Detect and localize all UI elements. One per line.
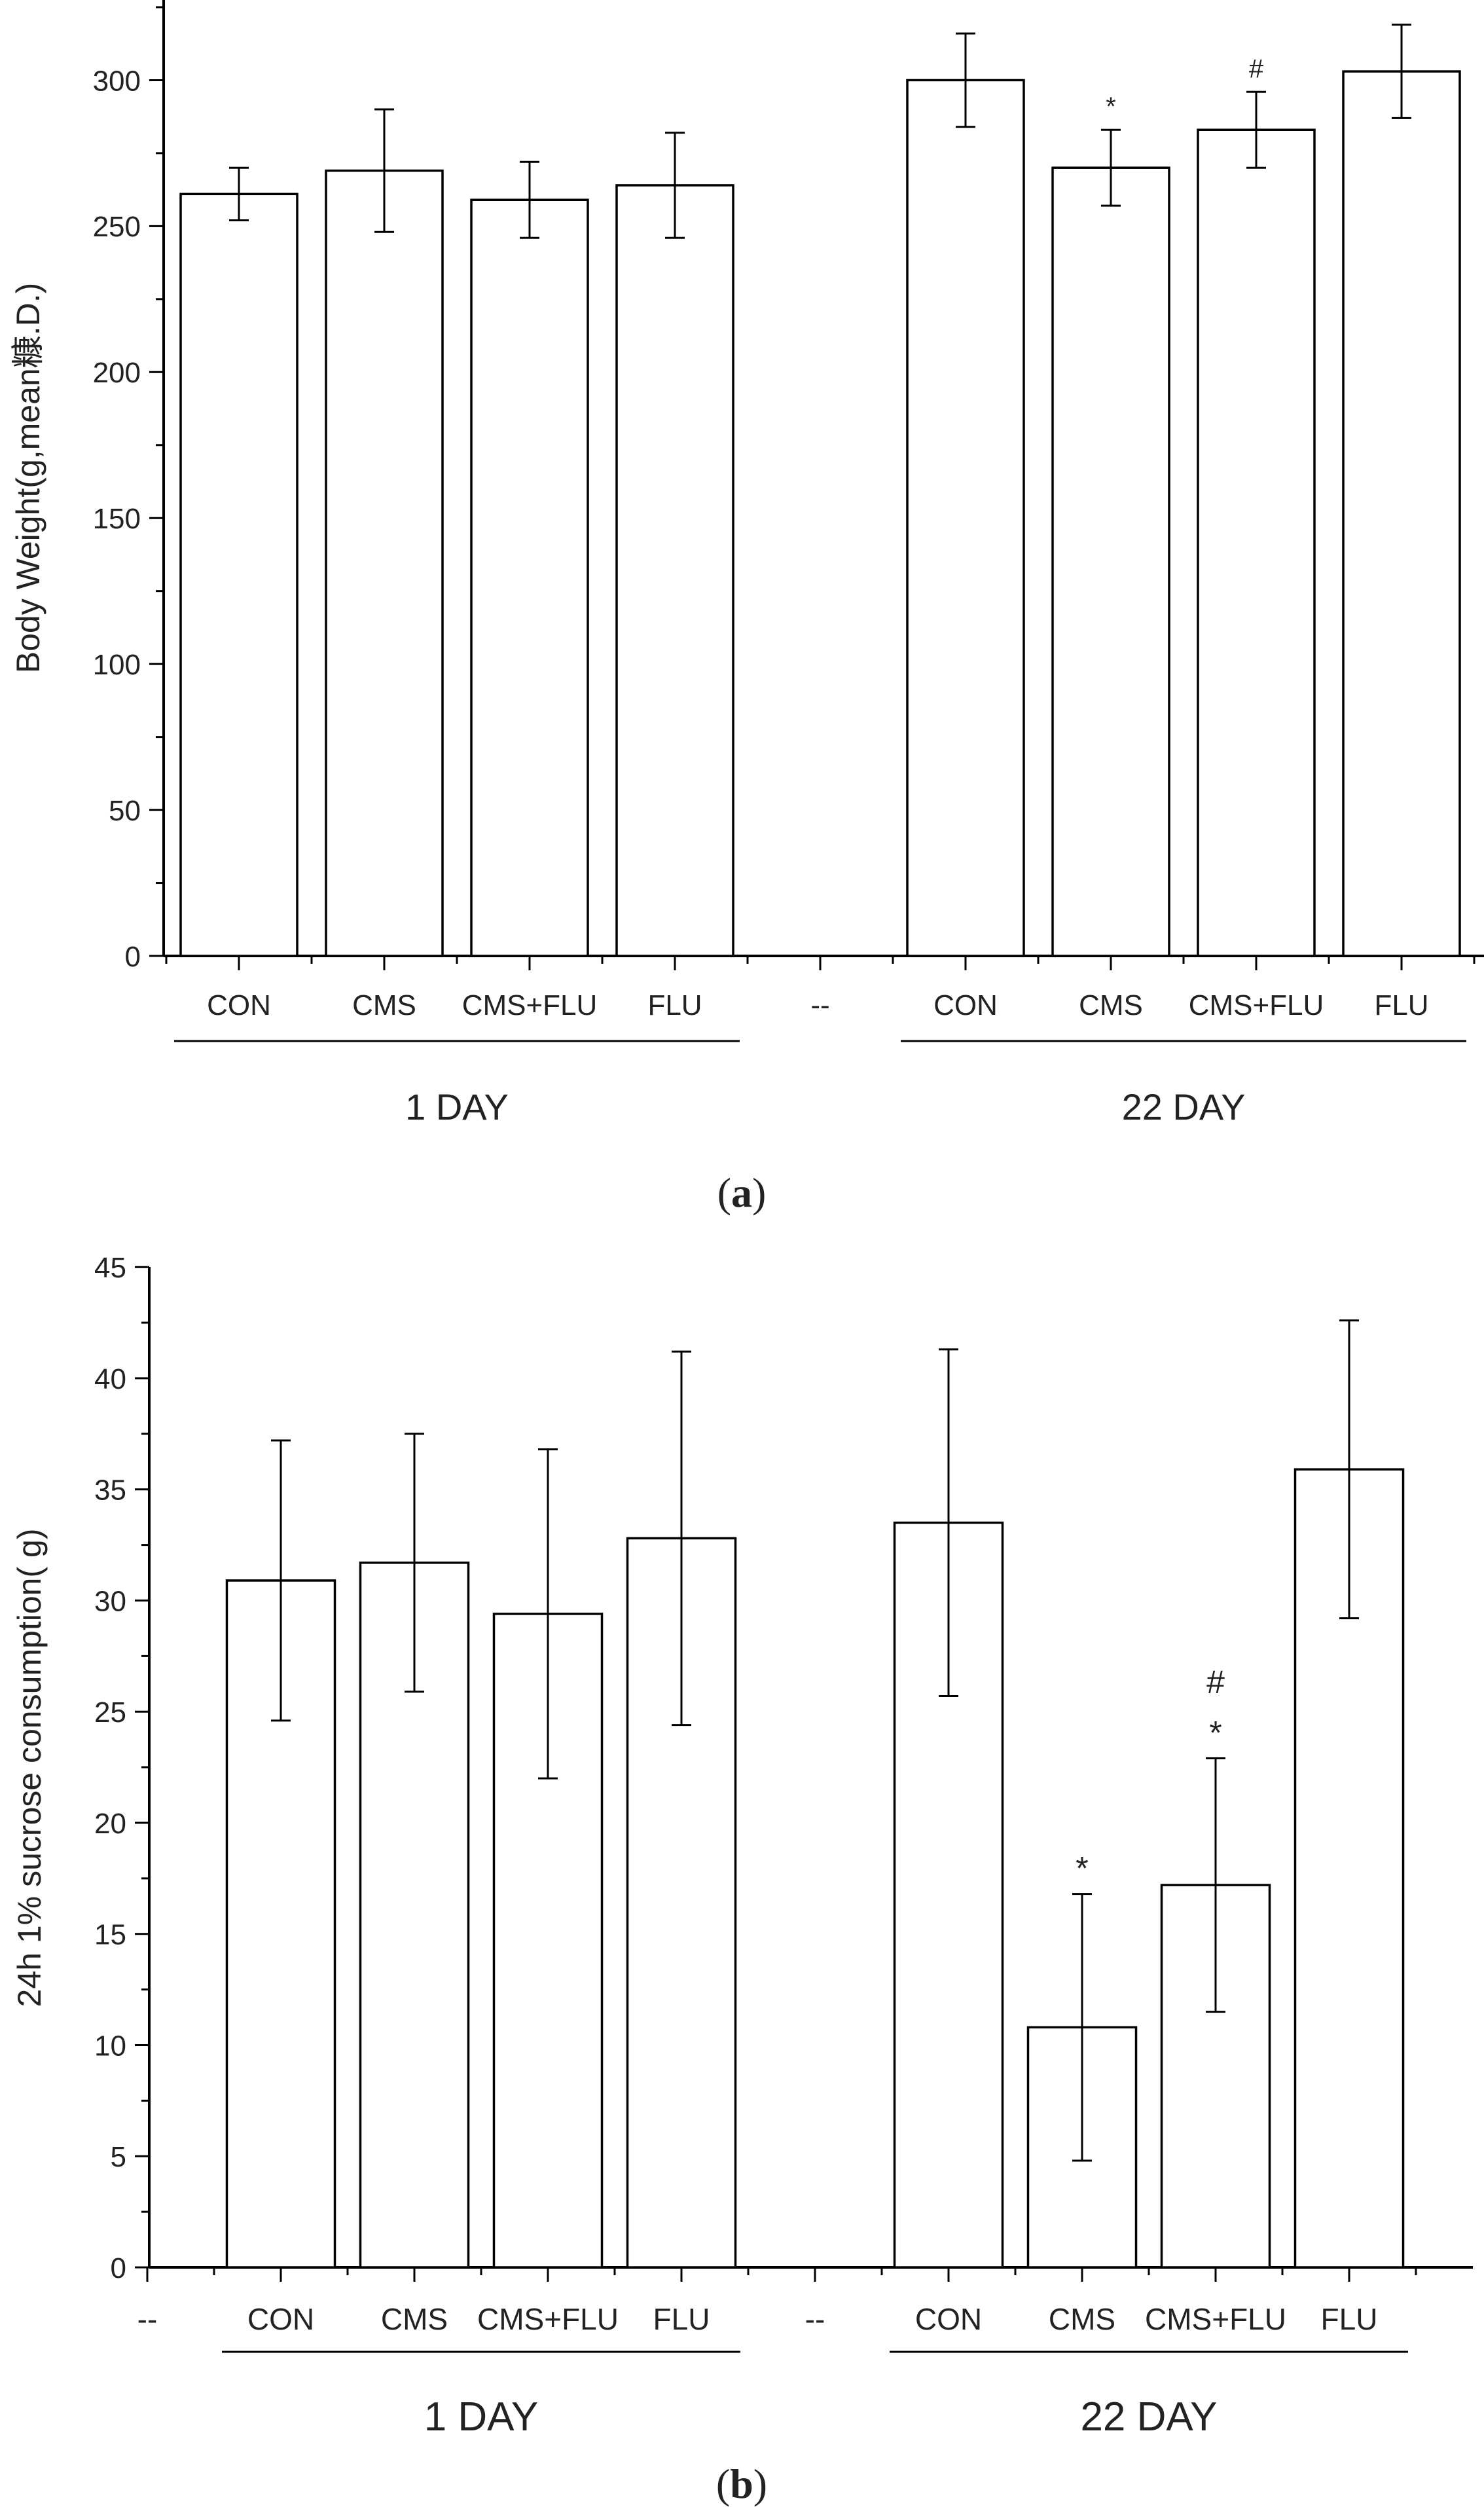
panel-a-category-label: CMS+FLU (1189, 989, 1324, 1021)
panel-a-caption: (a) (717, 1169, 767, 1216)
panel-a-y-tick-label: 0 (125, 941, 141, 973)
panel-a-y-tick-label: 300 (93, 65, 141, 97)
panel-a-chart: 0 50 100 150 200 250 300 Body Weight(g,mean糠.D.… (10, 0, 1484, 1127)
panel-a-bar (615, 184, 734, 957)
panel-a-y-axis-label: Body Weight(g,mean糠.D.) (10, 283, 46, 674)
panel-b-y-tick-label: 5 (111, 2141, 126, 2173)
panel-a-bar (325, 169, 444, 957)
panel-b-y-tick-label: 35 (94, 1474, 126, 1507)
panel-a-bar (1342, 70, 1461, 957)
panel-b-category-label: FLU (653, 2302, 710, 2336)
panel-b-significance-marker: # (1206, 1664, 1225, 1700)
panel-b-y-tick-label: 45 (94, 1252, 126, 1284)
panel-b-bar (359, 1562, 470, 2269)
panel-a-y-tick-label: 200 (93, 357, 141, 389)
panel-b-category-label: FLU (1321, 2302, 1378, 2336)
panel-a-category-label: CMS+FLU (462, 989, 598, 1021)
panel-a-bar (1051, 166, 1170, 957)
panel-a-y-tick-label: 50 (109, 795, 141, 827)
panel-b-category-label: CMS+FLU (1145, 2302, 1286, 2336)
panel-b-y-tick-label: 20 (94, 1808, 126, 1840)
panel-b-y-tick-label: 40 (94, 1363, 126, 1395)
panel-b-category-label: -- (137, 2302, 158, 2336)
panel-a-significance-marker: * (1106, 92, 1116, 121)
panel-a-category-label: FLU (1374, 989, 1428, 1021)
panel-a-bar (179, 192, 299, 957)
panel-a-bar (470, 198, 589, 957)
panel-b-chart: 0 5 10 15 20 25 30 35 40 45 24h 1% sucrose consump… (11, 1252, 1473, 2440)
panel-a-significance-marker: # (1249, 54, 1264, 83)
panel-b-y-tick-label: 30 (94, 1585, 126, 1617)
panel-b-category-label: CMS+FLU (477, 2302, 619, 2336)
panel-a-category-label: FLU (647, 989, 702, 1021)
panel-a-group-label: 1 DAY (405, 1086, 509, 1127)
panel-a-y-tick-label: 100 (93, 649, 141, 681)
panel-a-category-label: CMS (352, 989, 416, 1021)
panel-a-category-label: CON (933, 989, 998, 1021)
panel-a-y-tick-label: 150 (93, 503, 141, 535)
panel-a-y-tick-label: 250 (93, 211, 141, 243)
panel-b-group-label: 22 DAY (1080, 2394, 1217, 2440)
panel-b-category-label: CON (915, 2302, 982, 2336)
panel-b-y-tick-label: 0 (111, 2252, 126, 2284)
panel-b-category-label: -- (805, 2302, 825, 2336)
panel-b-category-label: CMS (1049, 2302, 1115, 2336)
panel-b-y-axis-label: 24h 1% sucrose consumption( g) (11, 1529, 48, 2007)
panel-a-bar (1197, 128, 1316, 957)
panel-b-significance-marker: * (1209, 1715, 1222, 1751)
panel-b-y-tick-label: 25 (94, 1696, 126, 1729)
panel-a-category-label: -- (810, 989, 829, 1021)
panel-b-y-tick-label: 15 (94, 1919, 126, 1951)
panel-b-category-label: CMS (381, 2302, 448, 2336)
panel-b-caption: (b) (716, 2461, 767, 2507)
panel-a-category-label: CMS (1079, 989, 1143, 1021)
panel-a-group-label: 22 DAY (1122, 1086, 1246, 1127)
panel-a-bar (906, 79, 1025, 957)
panel-b-significance-marker: * (1076, 1850, 1088, 1887)
panel-a-category-label: CON (207, 989, 271, 1021)
panel-b-y-tick-label: 10 (94, 2030, 126, 2062)
panel-b-group-label: 1 DAY (424, 2394, 539, 2440)
panel-b-category-label: CON (247, 2302, 314, 2336)
